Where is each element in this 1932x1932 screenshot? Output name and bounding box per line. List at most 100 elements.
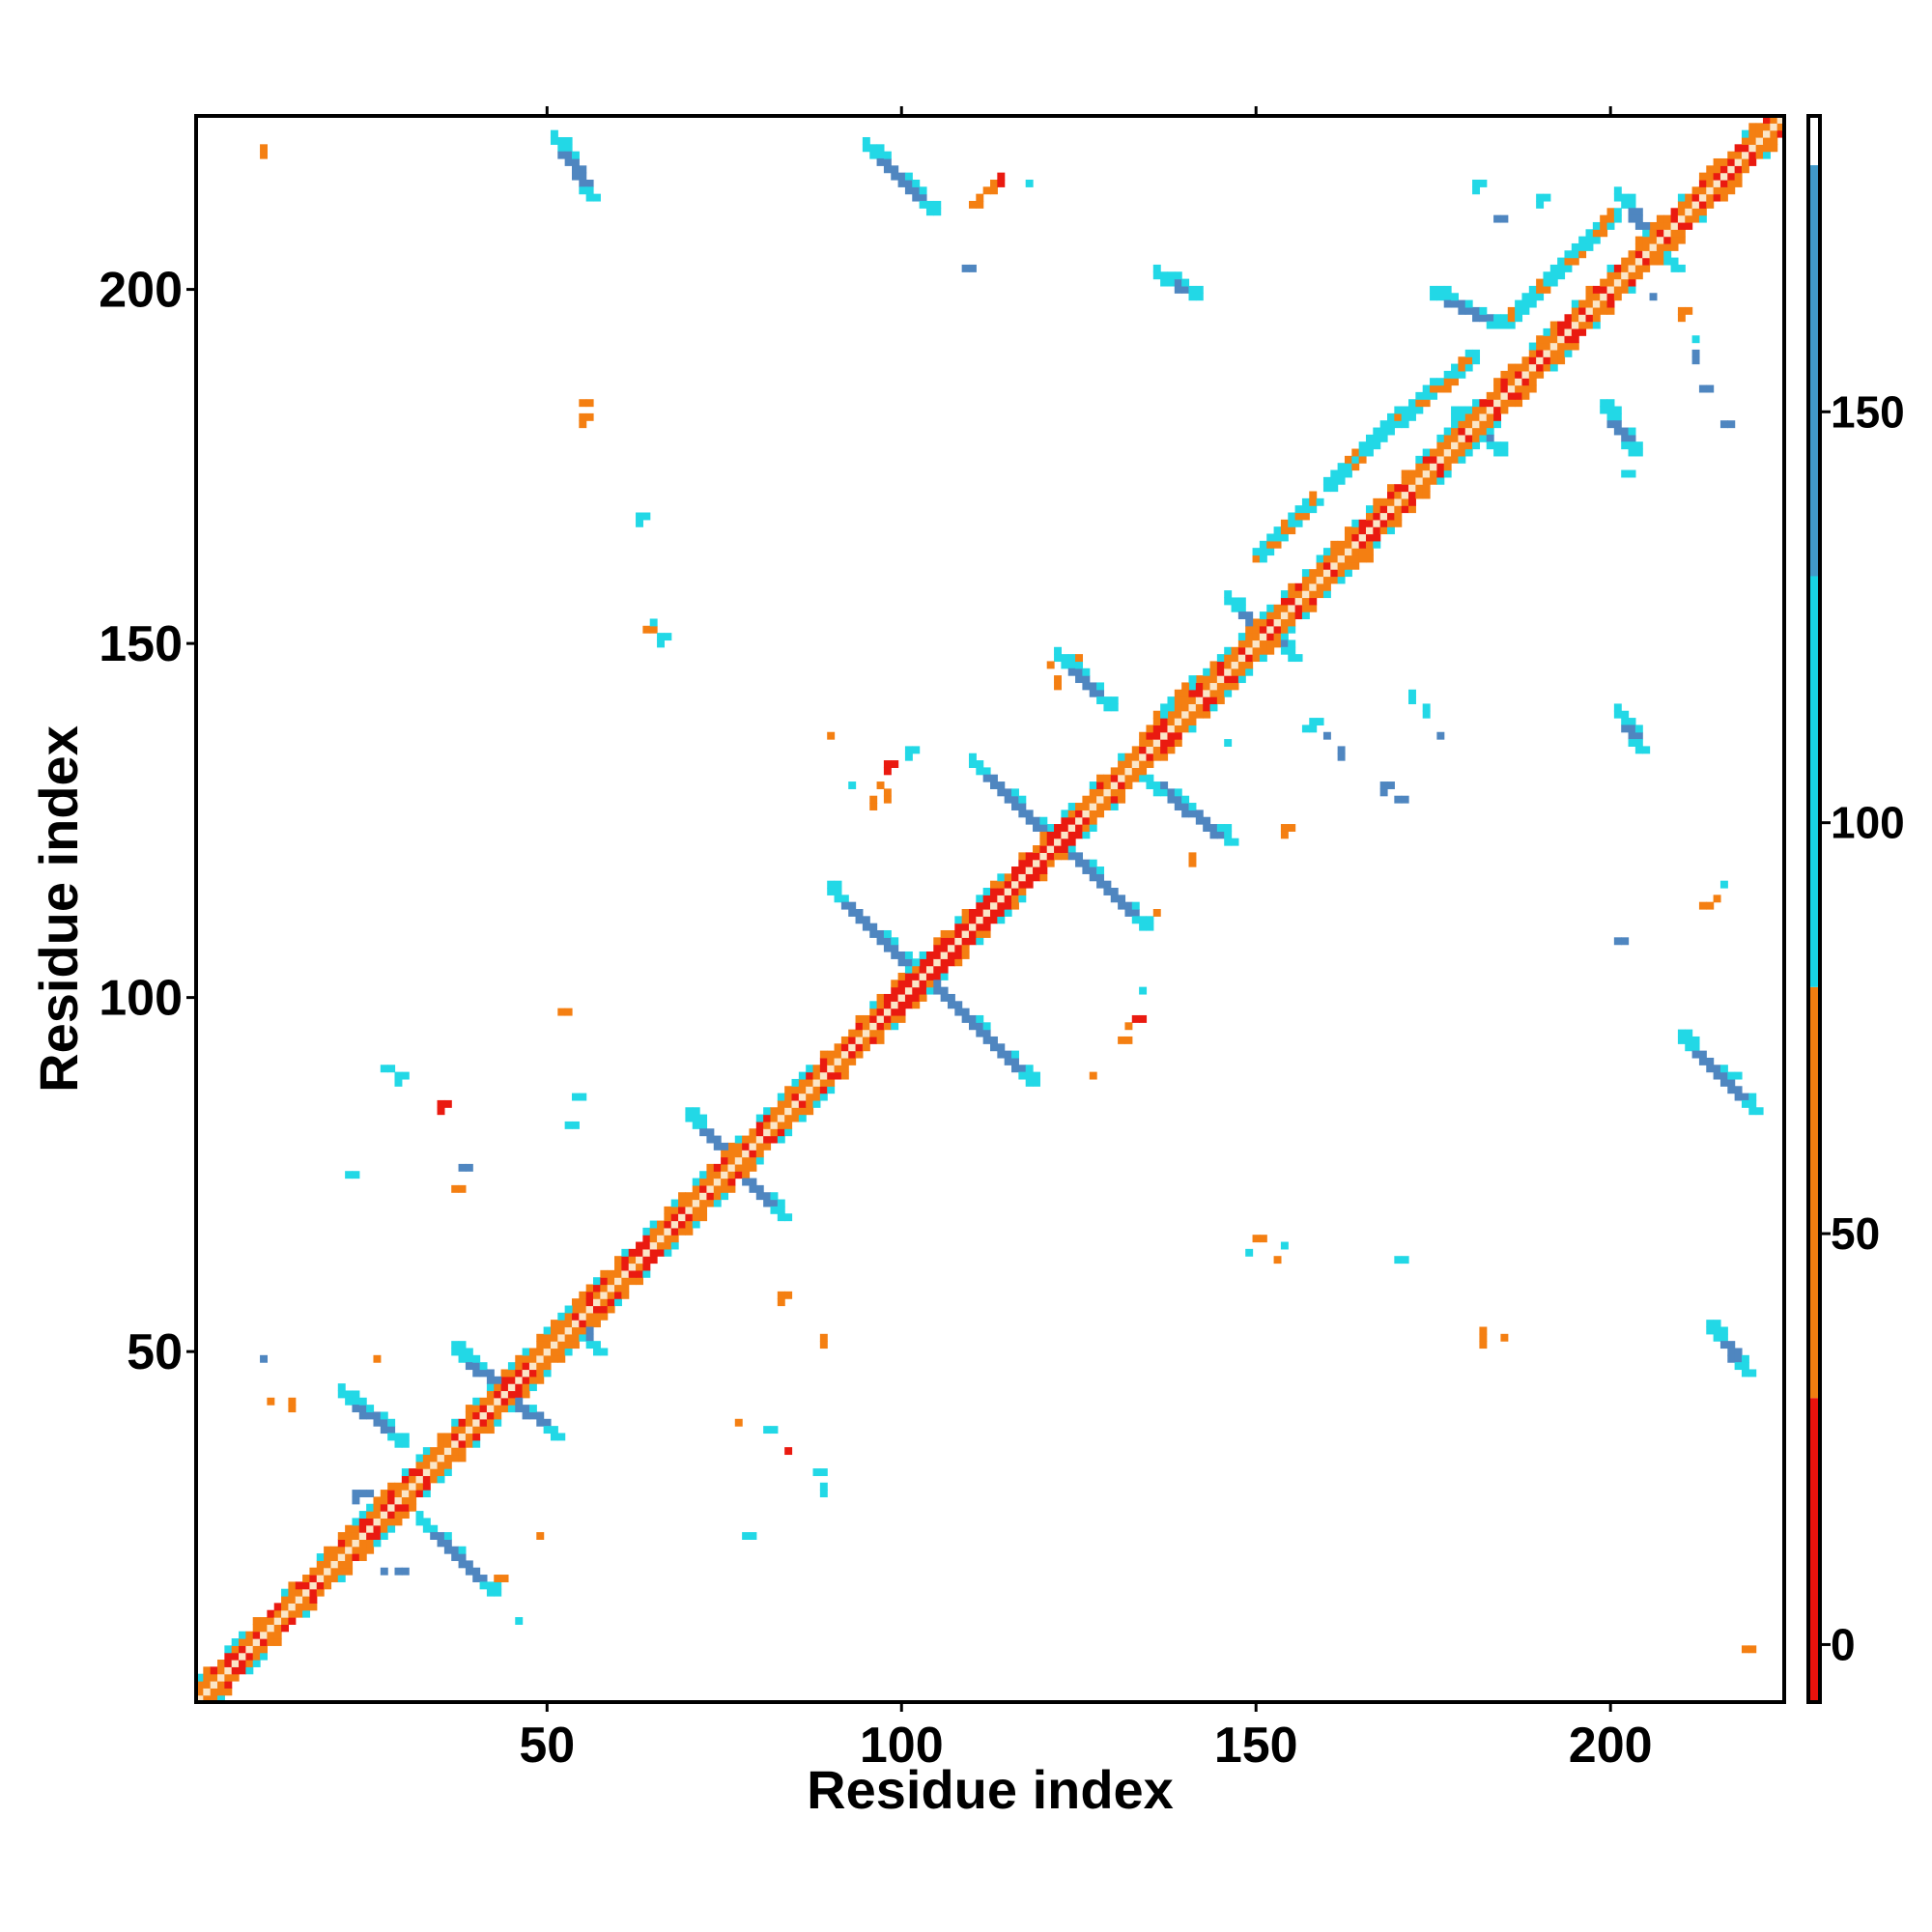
contact-cell xyxy=(1025,810,1034,818)
contact-cell xyxy=(1713,1071,1721,1080)
contact-cell xyxy=(1698,214,1707,223)
contact-cell xyxy=(387,1433,396,1441)
contact-cell xyxy=(550,1333,558,1342)
contact-cell xyxy=(1422,476,1431,485)
contact-cell xyxy=(1613,412,1622,421)
contact-cell xyxy=(961,916,970,924)
contact-cell xyxy=(961,909,970,917)
contact-cell xyxy=(1174,710,1182,719)
contact-cell xyxy=(1394,1256,1403,1264)
contact-cell xyxy=(919,958,927,967)
contact-cell xyxy=(1748,136,1757,145)
contact-cell xyxy=(557,1326,566,1335)
contact-cell xyxy=(1613,186,1622,195)
contact-cell xyxy=(1443,469,1452,478)
contact-cell xyxy=(1054,654,1062,663)
contact-cell xyxy=(834,1057,842,1065)
contact-cell xyxy=(217,1660,225,1667)
contact-cell xyxy=(1677,193,1686,202)
contact-cell xyxy=(443,1468,452,1477)
contact-cell xyxy=(919,193,927,202)
contact-cell xyxy=(600,1305,609,1314)
contact-cell xyxy=(954,937,963,946)
contact-cell xyxy=(1408,689,1416,697)
contact-cell xyxy=(1152,753,1161,761)
x-tick-label: 50 xyxy=(519,1718,575,1774)
contact-cell xyxy=(1252,548,1261,556)
contact-cell xyxy=(1160,718,1169,726)
contact-cell xyxy=(1124,767,1133,776)
contact-cell xyxy=(1033,824,1040,832)
contact-cell xyxy=(1259,646,1267,655)
contact-cell xyxy=(1394,505,1403,514)
contact-cell xyxy=(685,1199,694,1208)
contact-cell xyxy=(465,1567,473,1576)
contact-cell xyxy=(203,1694,212,1703)
contact-cell xyxy=(1713,895,1721,903)
contact-cell xyxy=(352,1397,360,1406)
contact-cell xyxy=(1719,193,1728,202)
contact-cell xyxy=(1536,285,1545,294)
contact-cell xyxy=(1082,816,1091,825)
contact-cell xyxy=(755,1114,764,1122)
contact-cell xyxy=(1515,363,1523,372)
contact-cell xyxy=(366,1539,375,1548)
contact-cell xyxy=(834,1071,842,1080)
contact-cell xyxy=(1734,179,1743,187)
contact-cell xyxy=(806,1065,814,1073)
contact-cell xyxy=(976,923,984,931)
contact-cell xyxy=(352,1524,360,1533)
contact-cell xyxy=(1451,455,1459,464)
contact-cell xyxy=(1096,803,1105,810)
contact-cell xyxy=(869,803,878,810)
contact-cell xyxy=(1507,314,1516,323)
contact-cell xyxy=(940,986,949,995)
contact-cell xyxy=(1188,724,1197,733)
contact-cell xyxy=(415,1511,424,1520)
contact-cell xyxy=(579,1320,587,1328)
contact-cell xyxy=(1464,448,1473,457)
contact-cell xyxy=(1231,675,1239,684)
contact-cell xyxy=(1365,512,1374,521)
contact-cell xyxy=(1011,867,1019,874)
contact-cell xyxy=(273,1631,282,1639)
contact-cell xyxy=(1713,157,1721,166)
contact-cell xyxy=(579,1291,587,1299)
contact-cell xyxy=(1365,448,1374,457)
contact-cell xyxy=(954,944,963,952)
contact-cell xyxy=(1613,427,1622,436)
contact-cell xyxy=(982,929,991,938)
contact-cell xyxy=(904,746,913,754)
contact-cell xyxy=(784,1121,793,1129)
contact-cell xyxy=(1288,526,1296,535)
contact-cell xyxy=(422,1454,431,1463)
contact-cell xyxy=(1152,718,1161,726)
contact-cell xyxy=(919,993,927,1002)
contact-cell xyxy=(1613,208,1622,216)
contact-cell xyxy=(1770,144,1778,153)
contact-cell xyxy=(891,993,899,1002)
contact-cell xyxy=(1755,129,1764,138)
contact-cell xyxy=(1294,505,1303,514)
contact-cell xyxy=(1613,271,1622,280)
contact-cell xyxy=(536,1369,545,1378)
contact-cell xyxy=(1507,391,1516,400)
contact-cell xyxy=(891,937,899,946)
contact-cell xyxy=(543,1341,552,1350)
contact-cell xyxy=(1719,420,1728,429)
contact-cell xyxy=(1464,420,1473,429)
contact-cell xyxy=(1486,321,1494,329)
contact-cell xyxy=(1670,221,1679,230)
contact-cell xyxy=(1237,633,1246,641)
contact-cell xyxy=(883,151,892,159)
contact-cell xyxy=(1698,193,1707,202)
contact-cell xyxy=(451,1546,460,1554)
contact-cell xyxy=(883,1001,892,1009)
contact-cell xyxy=(784,1447,793,1456)
colorbar-band xyxy=(1809,1398,1819,1702)
contact-cell xyxy=(968,760,977,768)
contact-cell xyxy=(1301,724,1310,733)
contact-cell xyxy=(1663,250,1672,259)
contact-cell xyxy=(904,993,913,1002)
contact-cell xyxy=(1181,718,1190,726)
